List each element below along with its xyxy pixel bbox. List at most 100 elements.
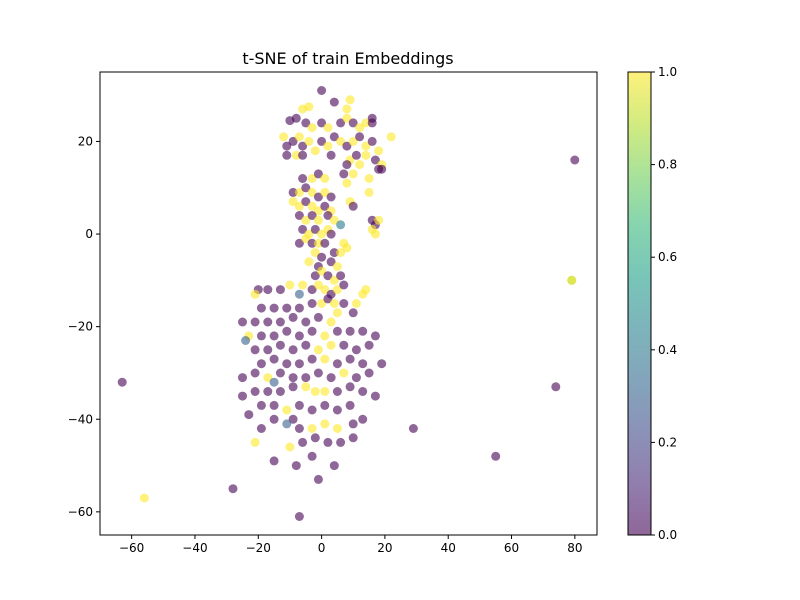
scatter-point bbox=[570, 155, 580, 165]
scatter-point bbox=[313, 345, 323, 355]
scatter-point bbox=[332, 308, 342, 318]
scatter-point bbox=[298, 224, 308, 234]
scatter-point bbox=[408, 424, 418, 433]
scatter-point bbox=[310, 433, 320, 443]
scatter-point bbox=[323, 123, 333, 133]
scatter-point bbox=[374, 146, 384, 156]
plot-area: −60 −40 −20 0 20 40 60 80 −60 −40 −20 0 20 bbox=[68, 71, 598, 555]
scatter-point bbox=[294, 201, 304, 211]
scatter-point bbox=[323, 141, 333, 151]
scatter-point bbox=[317, 229, 327, 239]
scatter-point bbox=[282, 419, 292, 429]
scatter-point bbox=[301, 215, 311, 225]
scatter-point bbox=[298, 280, 308, 290]
scatter-point bbox=[351, 150, 361, 160]
scatter-point bbox=[263, 317, 273, 327]
scatter-point bbox=[370, 331, 380, 341]
scatter-point bbox=[567, 275, 577, 285]
scatter-point bbox=[332, 387, 342, 396]
scatter-point bbox=[117, 377, 127, 387]
scatter-point bbox=[310, 146, 320, 156]
scatter-point bbox=[294, 289, 304, 299]
scatter-point bbox=[326, 257, 336, 267]
y-tick-label: −40 bbox=[68, 412, 93, 426]
scatter-point bbox=[323, 294, 333, 304]
scatter-point bbox=[317, 86, 327, 95]
scatter-point bbox=[294, 512, 304, 521]
scatter-point bbox=[269, 303, 279, 313]
scatter-point bbox=[228, 484, 238, 494]
scatter-point bbox=[348, 136, 358, 146]
scatter-point bbox=[313, 192, 323, 202]
scatter-point bbox=[244, 410, 254, 420]
axes-frame bbox=[99, 71, 598, 536]
scatter-point bbox=[348, 419, 358, 429]
scatter-point bbox=[377, 164, 387, 174]
scatter-point bbox=[364, 368, 374, 378]
scatter-point bbox=[307, 424, 317, 433]
scatter-point bbox=[313, 169, 323, 179]
scatter-point bbox=[256, 359, 266, 369]
x-axis: −60 −40 −20 0 20 40 60 80 bbox=[119, 535, 582, 555]
x-tick-label: 0 bbox=[318, 541, 326, 555]
y-axis: −60 −40 −20 0 20 bbox=[68, 134, 100, 519]
scatter-point bbox=[332, 285, 342, 295]
scatter-point bbox=[282, 359, 292, 369]
scatter-point bbox=[336, 118, 346, 128]
scatter-point bbox=[326, 373, 336, 383]
scatter-point bbox=[269, 354, 279, 364]
scatter-point bbox=[307, 123, 317, 133]
scatter-point bbox=[348, 308, 358, 318]
scatter-point bbox=[269, 456, 279, 466]
scatter-point bbox=[288, 345, 298, 355]
scatter-point bbox=[339, 299, 349, 308]
scatter-point bbox=[304, 257, 314, 267]
scatter-point bbox=[351, 373, 361, 383]
scatter-point bbox=[301, 118, 311, 128]
scatter-point bbox=[250, 289, 260, 299]
scatter-point bbox=[291, 150, 301, 160]
scatter-point bbox=[323, 211, 333, 220]
colorbar-frame bbox=[627, 71, 652, 536]
scatter-point bbox=[291, 113, 301, 123]
scatter-point bbox=[361, 118, 371, 128]
scatter-point bbox=[310, 271, 320, 281]
scatter-point bbox=[336, 136, 346, 146]
scatter-point bbox=[320, 187, 330, 197]
scatter-point bbox=[342, 141, 352, 151]
scatter-point bbox=[301, 197, 311, 207]
scatter-point bbox=[361, 150, 371, 160]
scatter-points bbox=[117, 86, 580, 521]
scatter-point bbox=[288, 197, 298, 207]
scatter-point bbox=[298, 104, 308, 114]
scatter-point bbox=[367, 136, 377, 146]
scatter-point bbox=[301, 183, 311, 193]
scatter-point bbox=[332, 405, 342, 415]
scatter-point bbox=[320, 400, 330, 410]
scatter-point bbox=[307, 326, 317, 336]
scatter-point bbox=[256, 303, 266, 313]
colorbar-tick-label: 0.0 bbox=[658, 528, 677, 542]
scatter-point bbox=[288, 187, 298, 197]
scatter-point bbox=[250, 345, 260, 355]
scatter-point bbox=[294, 424, 304, 433]
scatter-point bbox=[282, 326, 292, 336]
chart-title: t-SNE of train Embeddings bbox=[242, 49, 453, 68]
scatter-point bbox=[294, 187, 304, 197]
scatter-point bbox=[238, 373, 247, 383]
scatter-point bbox=[275, 387, 285, 396]
scatter-point bbox=[491, 451, 501, 461]
x-tick-label: −20 bbox=[246, 541, 271, 555]
scatter-point bbox=[313, 368, 323, 378]
colorbar: 0.0 0.2 0.4 0.6 0.8 1.0 bbox=[627, 65, 677, 542]
scatter-point bbox=[332, 424, 342, 433]
scatter-point bbox=[294, 238, 304, 248]
scatter-point bbox=[317, 299, 327, 308]
scatter-point bbox=[320, 354, 330, 364]
scatter-point bbox=[139, 493, 149, 503]
scatter-point bbox=[294, 400, 304, 410]
scatter-point bbox=[320, 387, 330, 396]
scatter-point bbox=[345, 326, 355, 336]
scatter-point bbox=[288, 312, 298, 322]
